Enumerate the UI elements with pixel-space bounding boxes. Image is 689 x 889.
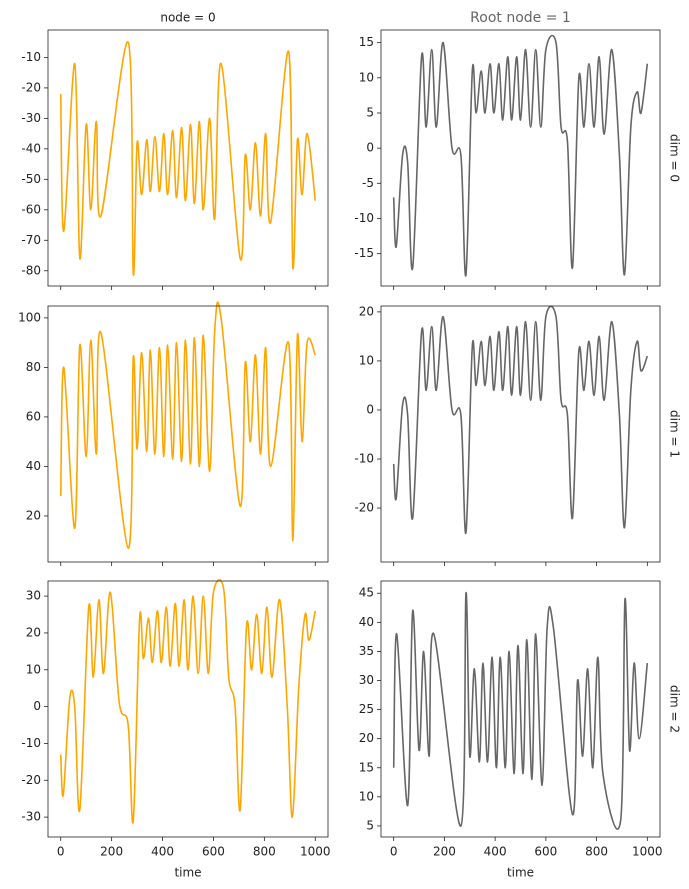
y-tick-label: -20 (354, 501, 374, 515)
y-tick-label: 35 (359, 644, 374, 658)
y-tick-label: -10 (21, 50, 41, 64)
x-tick-label: 1000 (300, 845, 331, 859)
y-tick-label: 20 (26, 508, 41, 522)
y-tick-label: -5 (362, 176, 374, 190)
row-label: dim = 1 (668, 410, 682, 458)
series-line (59, 41, 317, 276)
x-tick-label: 600 (202, 845, 225, 859)
y-tick-label: -80 (21, 263, 41, 277)
axes-frame (380, 580, 661, 838)
series-line (392, 34, 649, 277)
y-tick-label: 0 (366, 402, 374, 416)
y-tick-label: 15 (359, 35, 374, 49)
axes-frame (47, 29, 329, 287)
x-axis-label: time (507, 866, 534, 880)
y-tick-label: 20 (26, 625, 41, 639)
y-tick-label: 0 (366, 141, 374, 155)
axes-frame (380, 305, 661, 563)
y-tick-label: 100 (18, 310, 41, 324)
x-tick-label: 400 (151, 845, 174, 859)
y-tick-label: -70 (21, 233, 41, 247)
x-tick-label: 1000 (632, 845, 663, 859)
y-tick-label: 5 (366, 105, 374, 119)
y-tick-label: 30 (359, 673, 374, 687)
y-tick-label: -20 (21, 773, 41, 787)
y-tick-label: 45 (359, 586, 374, 600)
y-tick-label: -50 (21, 172, 41, 186)
x-tick-label: 200 (433, 845, 456, 859)
y-tick-label: 20 (359, 304, 374, 318)
y-tick-label: -10 (354, 452, 374, 466)
y-tick-label: 0 (33, 699, 41, 713)
row-label: dim = 2 (668, 685, 682, 733)
panel-title: node = 0 (160, 11, 215, 25)
axes-frame (47, 580, 329, 838)
y-tick-label: 10 (359, 70, 374, 84)
y-tick-label: -20 (21, 80, 41, 94)
x-axis-label: time (174, 866, 201, 880)
series-line (392, 592, 649, 830)
y-tick-label: 10 (359, 789, 374, 803)
x-tick-label: 0 (57, 845, 65, 859)
y-tick-label: 5 (366, 818, 374, 832)
series-line (392, 305, 649, 534)
y-tick-label: 40 (26, 459, 41, 473)
y-tick-label: 15 (359, 760, 374, 774)
x-tick-label: 800 (253, 845, 276, 859)
x-tick-label: 600 (534, 845, 557, 859)
y-tick-label: -30 (21, 810, 41, 824)
x-tick-label: 400 (484, 845, 507, 859)
x-tick-label: 200 (100, 845, 123, 859)
axes-frame (380, 29, 661, 287)
y-tick-label: 80 (26, 360, 41, 374)
series-line (59, 579, 317, 824)
y-tick-label: -40 (21, 141, 41, 155)
y-tick-label: -10 (354, 211, 374, 225)
y-tick-label: -15 (354, 246, 374, 260)
series-line (59, 301, 317, 549)
y-tick-label: 30 (26, 589, 41, 603)
y-tick-label: 20 (359, 731, 374, 745)
axes-frame (47, 305, 329, 563)
panel-title: Root node = 1 (470, 10, 571, 26)
y-tick-label: -10 (21, 736, 41, 750)
row-label: dim = 0 (668, 134, 682, 182)
y-tick-label: 10 (26, 662, 41, 676)
y-tick-label: 40 (359, 615, 374, 629)
y-tick-label: 25 (359, 702, 374, 716)
x-tick-label: 0 (390, 845, 398, 859)
y-tick-label: -60 (21, 202, 41, 216)
y-tick-label: -30 (21, 111, 41, 125)
y-tick-label: 10 (359, 353, 374, 367)
x-tick-label: 800 (585, 845, 608, 859)
y-tick-label: 60 (26, 409, 41, 423)
